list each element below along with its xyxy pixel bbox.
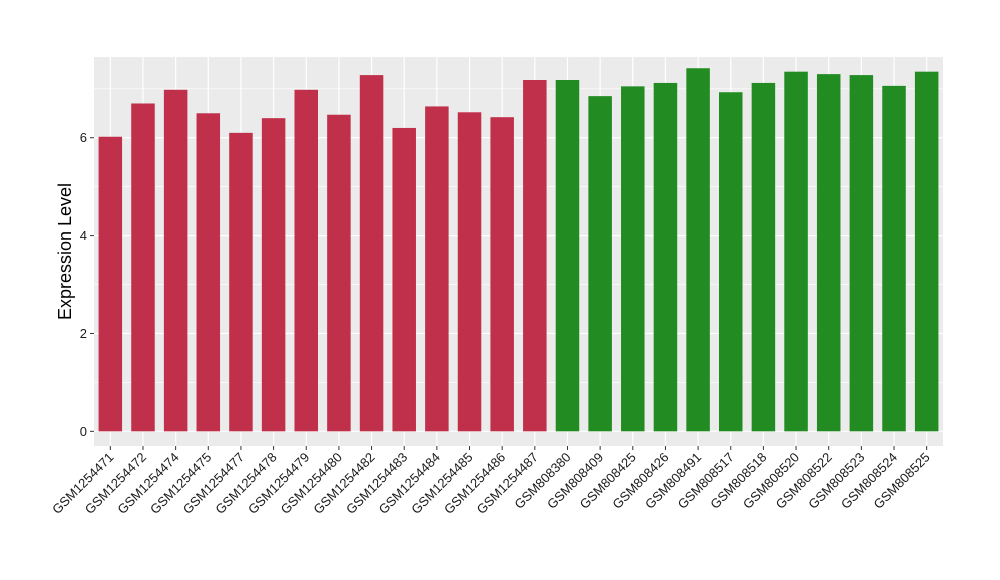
bar: [751, 82, 776, 432]
bar: [490, 117, 514, 432]
bar: [882, 85, 906, 432]
bar: [555, 79, 580, 432]
plot-panel: [94, 57, 943, 446]
bar: [359, 75, 384, 432]
y-tick-label: 0: [80, 424, 87, 439]
bar: [229, 132, 253, 432]
bar: [457, 112, 482, 432]
bar: [653, 82, 678, 432]
y-axis: 0 2 4 6: [80, 130, 94, 439]
bar: [196, 113, 221, 432]
bar: [849, 75, 874, 432]
bar: [131, 103, 155, 432]
bars: [98, 68, 939, 432]
bar: [718, 92, 743, 432]
bar: [163, 89, 188, 432]
bar: [392, 127, 416, 432]
bar: [686, 68, 710, 432]
bar: [294, 89, 319, 432]
bar: [588, 96, 612, 432]
bar: [784, 71, 808, 432]
y-tick-label: 6: [80, 130, 87, 145]
x-axis: GSM1254471GSM1254472GSM1254474GSM1254475…: [49, 446, 933, 517]
bar: [621, 86, 645, 432]
y-tick-label: 2: [80, 326, 87, 341]
bar: [816, 74, 841, 432]
bar: [425, 106, 449, 432]
bar: [98, 136, 123, 432]
bar: [261, 118, 286, 432]
y-axis-title: Expression Level: [55, 183, 75, 320]
y-tick-label: 4: [80, 228, 87, 243]
bar: [523, 79, 547, 432]
bar: [327, 114, 351, 432]
bar: [914, 71, 939, 432]
